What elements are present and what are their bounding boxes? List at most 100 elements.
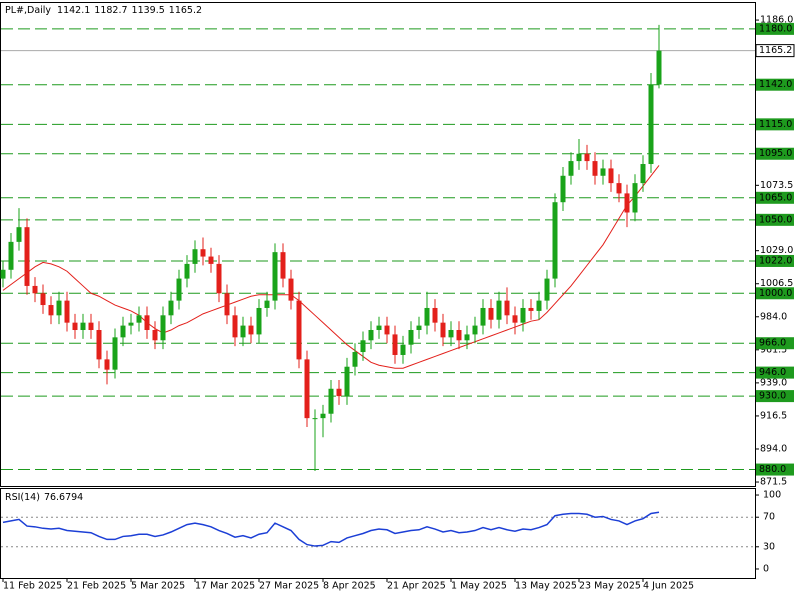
candle-body <box>32 285 38 294</box>
y-tick-label: 939.0 <box>760 377 787 388</box>
candle-body <box>248 325 254 335</box>
candle-body <box>408 330 414 345</box>
candle-body <box>352 352 358 367</box>
x-tick-label: 11 Feb 2025 <box>3 581 62 592</box>
candle-body <box>288 278 294 301</box>
candle-body <box>280 252 286 279</box>
y-tick-label: 1073.5 <box>760 180 793 191</box>
candle-body <box>584 153 590 162</box>
level-label: 946.0 <box>759 367 786 378</box>
candle-body <box>520 307 526 323</box>
candle-body <box>168 300 174 316</box>
candle-body <box>344 366 350 397</box>
chart-title: PL#,Daily 1142.1 1182.7 1139.5 1165.2 <box>5 5 202 16</box>
candle-body <box>360 340 366 353</box>
candle-body <box>464 334 470 341</box>
candle-body <box>608 168 614 184</box>
level-label: 966.0 <box>759 338 786 349</box>
candle-body <box>256 307 262 335</box>
candle-body <box>592 161 598 176</box>
level-label-box <box>756 366 794 379</box>
y-tick-label: 916.5 <box>760 410 787 421</box>
candle-body <box>648 84 654 165</box>
candle-body <box>24 227 30 286</box>
last-price-box <box>755 44 795 58</box>
last-price-label: 1165.2 <box>759 45 792 56</box>
level-label: 1095.0 <box>759 148 792 159</box>
rsi-name: RSI(14) <box>5 492 40 503</box>
level-label-box <box>756 191 794 204</box>
rsi-panel-frame <box>0 488 756 579</box>
symbol: PL#,Daily <box>5 5 51 16</box>
candle-body <box>0 269 6 279</box>
candle-body <box>624 193 630 213</box>
candle-body <box>560 175 566 203</box>
candle-body <box>600 168 606 176</box>
candle-body <box>416 325 422 331</box>
candle-body <box>240 325 246 338</box>
y-tick-label: 100 <box>763 490 781 501</box>
y-tick-label: 894.0 <box>760 443 787 454</box>
candle-body <box>312 418 318 420</box>
candle-body <box>328 388 334 414</box>
price-panel-frame <box>0 2 756 487</box>
candle-body <box>392 334 398 355</box>
level-label-box <box>756 78 794 91</box>
y-tick-label: 1006.5 <box>760 278 793 289</box>
candle-body <box>480 307 486 326</box>
candle-body <box>656 50 662 85</box>
candle-body <box>472 325 478 335</box>
candle-body <box>104 359 110 370</box>
level-label: 1180.0 <box>759 23 792 34</box>
candle-body <box>144 315 150 331</box>
candle-body <box>16 227 22 242</box>
candle-body <box>368 330 374 341</box>
candle-body <box>304 359 310 419</box>
candle-body <box>112 337 118 370</box>
level-label-box <box>756 337 794 350</box>
level-label: 930.0 <box>759 391 786 402</box>
candle-body <box>40 293 46 306</box>
candle-body <box>616 183 622 194</box>
level-label-box <box>756 254 794 267</box>
candle-body <box>152 330 158 341</box>
rsi-line <box>2 511 660 547</box>
level-label: 1022.0 <box>759 255 792 266</box>
candle-body <box>64 300 70 323</box>
level-label-box <box>756 118 794 131</box>
candle-body <box>568 161 574 176</box>
y-tick-label: 871.5 <box>760 477 787 488</box>
candle-body <box>136 315 142 323</box>
candle-body <box>208 256 214 264</box>
y-tick-label: 1029.0 <box>760 245 793 256</box>
candle-body <box>496 300 502 320</box>
candle-body <box>8 241 14 270</box>
candle-body <box>440 322 446 338</box>
candle-body <box>88 322 94 331</box>
y-tick-label: 984.0 <box>760 311 787 322</box>
candle-body <box>56 300 62 316</box>
level-label-box <box>756 22 794 35</box>
level-label: 1000.0 <box>759 288 792 299</box>
candle-body <box>232 315 238 338</box>
header-close: 1165.2 <box>169 5 202 16</box>
candle-body <box>456 330 462 341</box>
x-tick-label: 17 Mar 2025 <box>195 581 255 592</box>
candle-body <box>224 293 230 316</box>
candle-body <box>424 307 430 326</box>
candle-body <box>272 252 278 301</box>
candle-body <box>264 300 270 308</box>
rsi-title: RSI(14) 76.6794 <box>5 492 83 503</box>
candle-body <box>640 164 646 184</box>
moving-average <box>2 165 660 369</box>
level-label: 1115.0 <box>759 119 792 130</box>
y-tick-label: 70 <box>763 512 775 523</box>
header-low: 1139.5 <box>132 5 165 16</box>
candle-body <box>80 322 86 331</box>
candle-body <box>552 202 558 279</box>
level-label-box <box>756 463 794 476</box>
candle-body <box>296 300 302 360</box>
level-label-box <box>756 287 794 300</box>
